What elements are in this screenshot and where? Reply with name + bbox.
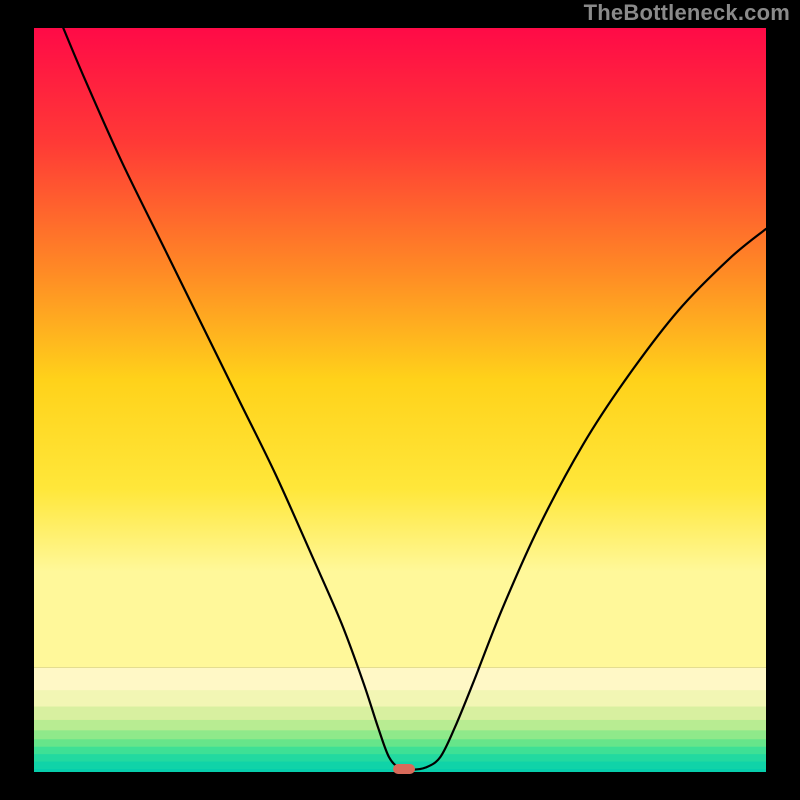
watermark-text: TheBottleneck.com	[584, 0, 790, 26]
chart-stage: TheBottleneck.com	[0, 0, 800, 800]
gradient-background	[34, 28, 766, 772]
plot-area	[34, 28, 766, 772]
